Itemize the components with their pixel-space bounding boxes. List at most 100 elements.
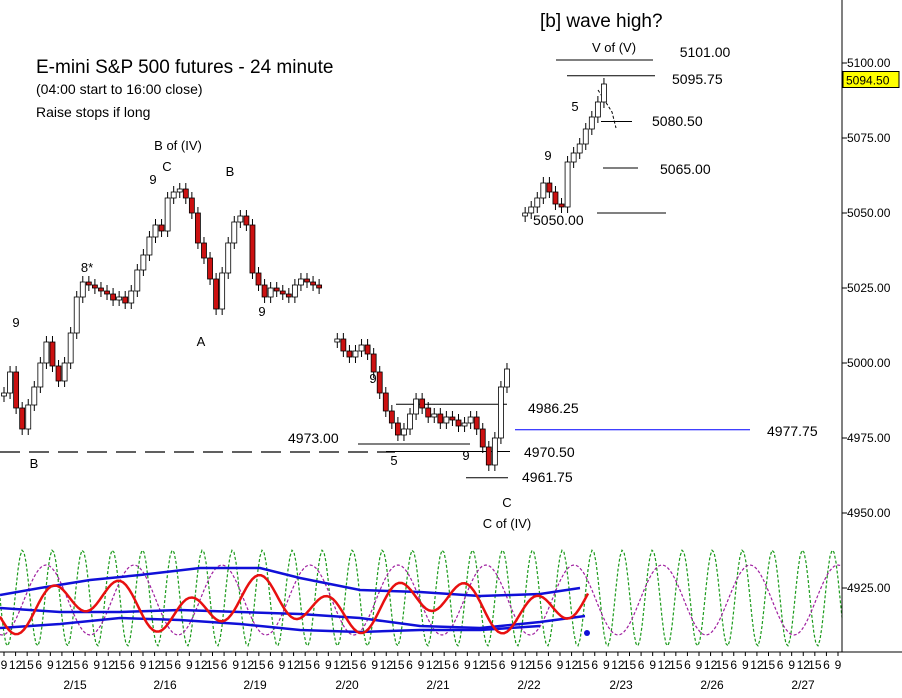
candle-body (491, 437, 498, 466)
x-tick-label: 12 (658, 658, 672, 672)
x-tick-label: 6 (82, 658, 89, 672)
lower-band (0, 616, 541, 634)
candle-body (564, 161, 571, 208)
candle-body (455, 419, 462, 427)
x-tick-label: 9 (371, 658, 378, 672)
osc-signal-dot (584, 630, 590, 636)
candle-body (273, 287, 280, 292)
candle-body (195, 212, 201, 244)
x-tick-label: 6 (267, 658, 274, 672)
wave-label: C of (IV) (483, 516, 531, 531)
x-tick-label: 6 (730, 658, 737, 672)
candle-body (419, 398, 426, 409)
price-level-label: 5080.50 (652, 113, 703, 129)
x-tick-label: 15 (623, 658, 637, 672)
x-tick-label: 9 (835, 658, 842, 672)
x-tick-label: 12 (287, 658, 301, 672)
x-tick-label: 9 (325, 658, 332, 672)
wave-label: B (30, 456, 39, 471)
x-tick-label: 12 (194, 658, 208, 672)
x-tick-label: 12 (102, 658, 116, 672)
candle-body (413, 398, 419, 415)
red-oscillator (0, 573, 590, 636)
price-level-label: 5095.75 (672, 71, 723, 87)
candle-body (298, 278, 304, 286)
current-price-box (842, 71, 900, 88)
count-label: 8* (81, 260, 93, 275)
candle-body (146, 236, 153, 256)
x-tick-label: 6 (313, 658, 320, 672)
candle-body (534, 197, 541, 208)
x-tick-label: 9 (649, 658, 656, 672)
price-level-label: 4961.75 (522, 469, 573, 485)
x-tick-label: 6 (545, 658, 552, 672)
candle-body (504, 368, 510, 388)
candle-body (128, 290, 135, 304)
x-tick-label: 15 (484, 658, 498, 672)
x-tick-label: 15 (762, 658, 776, 672)
date-label: 2/23 (609, 678, 633, 692)
candle-body (164, 197, 171, 232)
candle-body (467, 416, 474, 424)
date-label: 2/19 (243, 678, 267, 692)
count-label: 9 (369, 371, 376, 386)
x-tick-label: 6 (684, 658, 691, 672)
candle-body (110, 293, 116, 301)
candle-body (67, 332, 74, 364)
upper-band (0, 566, 581, 598)
x-tick-label: 9 (464, 658, 471, 672)
x-tick-label: 6 (128, 658, 135, 672)
x-tick-label: 15 (67, 658, 81, 672)
x-tick-label: 9 (93, 658, 100, 672)
count-label: 9 (544, 148, 551, 163)
candle-body (316, 284, 323, 289)
x-tick-label: 6 (406, 658, 413, 672)
candle-body (31, 386, 38, 406)
wave-label: 5 (571, 99, 578, 114)
date-label: 2/20 (335, 678, 359, 692)
x-tick-label: 9 (232, 658, 239, 672)
candle-body (98, 287, 104, 292)
price-level-label: 4977.75 (767, 423, 818, 439)
candle-body (1, 392, 7, 397)
candle-body (352, 350, 359, 358)
candle-body (291, 284, 298, 298)
candle-body (485, 446, 492, 466)
current-price-label: 5094.50 (846, 74, 890, 88)
candle-body (267, 287, 274, 298)
candle-body (92, 284, 98, 289)
x-tick-label: 15 (298, 658, 312, 672)
x-tick-label: 6 (452, 658, 459, 672)
candle-body (243, 215, 250, 226)
wave-label: V of (V) (592, 40, 636, 55)
x-tick-label: 9 (788, 658, 795, 672)
candle-body (570, 152, 577, 163)
x-tick-label: 12 (241, 658, 255, 672)
x-tick-label: 12 (750, 658, 764, 672)
x-tick-label: 9 (510, 658, 517, 672)
candle-body (152, 224, 159, 238)
chart-subtitle: (04:00 start to 16:00 close) (36, 81, 203, 97)
x-tick-label: 15 (669, 658, 683, 672)
candle-body (340, 338, 347, 352)
candle-body (558, 203, 565, 208)
x-tick-label: 12 (333, 658, 347, 672)
candle-body (249, 224, 256, 274)
x-tick-label: 6 (221, 658, 228, 672)
x-tick-label: 15 (252, 658, 266, 672)
candle-body (588, 116, 595, 130)
candle-body (104, 290, 110, 295)
candle-body (310, 281, 316, 286)
candle-body (25, 404, 32, 430)
candle-body (382, 392, 389, 412)
candle-body (176, 188, 183, 193)
candle-body (134, 269, 141, 292)
x-tick-label: 9 (742, 658, 749, 672)
candle-body (304, 278, 310, 283)
price-level-label: 5101.00 (680, 44, 731, 60)
candle-body (540, 182, 547, 199)
candle-body (43, 341, 50, 364)
x-tick-label: 15 (159, 658, 173, 672)
count-label: 9 (462, 448, 469, 463)
